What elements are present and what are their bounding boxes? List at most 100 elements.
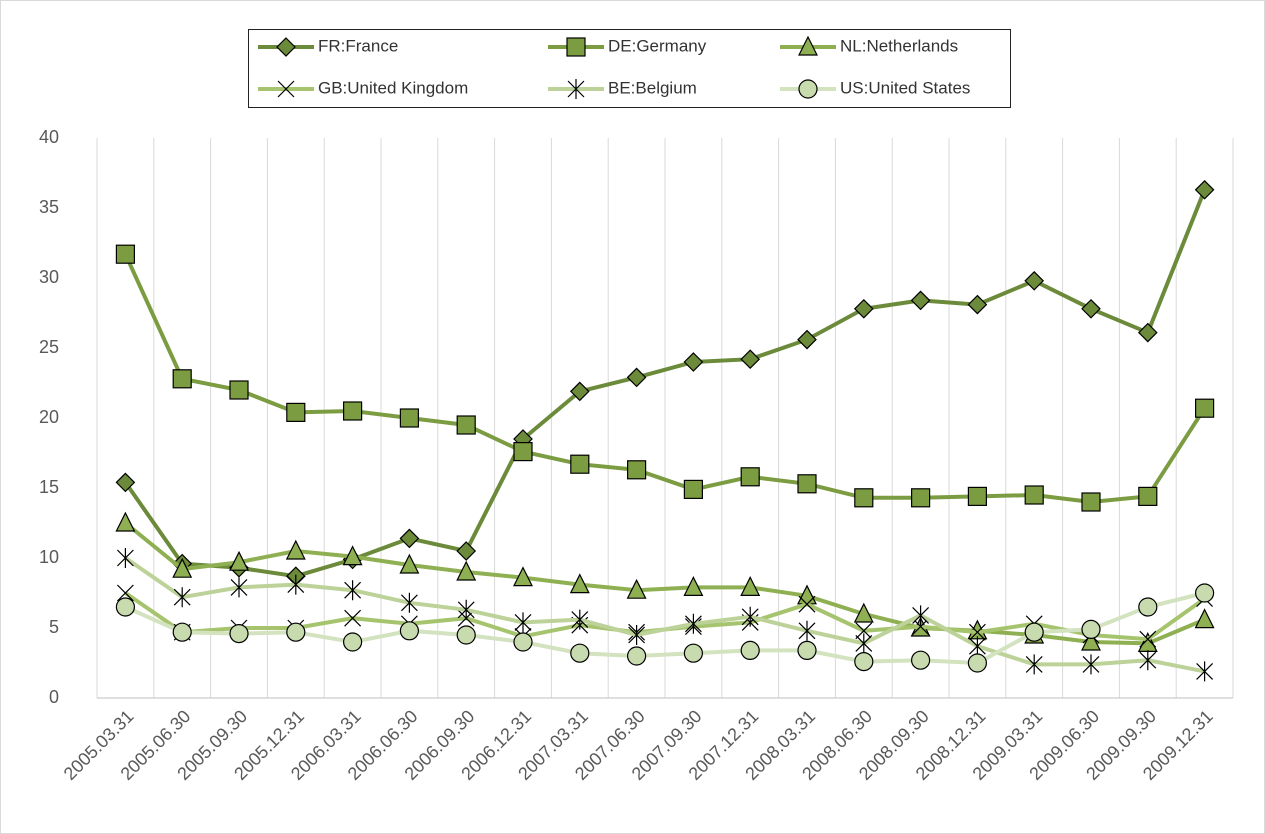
marker — [740, 576, 761, 597]
legend-marker — [277, 80, 295, 98]
marker — [1137, 322, 1158, 343]
marker — [399, 528, 420, 549]
y-tick-label: 10 — [39, 547, 59, 567]
marker — [1025, 654, 1043, 675]
marker — [1024, 270, 1045, 291]
marker — [1024, 485, 1044, 505]
marker — [115, 472, 136, 493]
marker — [797, 474, 817, 494]
marker — [514, 612, 532, 633]
marker — [740, 467, 760, 487]
marker — [797, 640, 817, 661]
marker — [855, 622, 873, 640]
marker — [683, 352, 704, 372]
marker — [910, 290, 931, 311]
legend-label: FR:France — [318, 36, 398, 55]
legend-label: US:United States — [840, 78, 970, 97]
marker — [855, 633, 873, 654]
marker — [683, 643, 704, 663]
marker — [740, 349, 761, 370]
y-tick-label: 25 — [39, 337, 59, 357]
marker — [344, 609, 362, 627]
legend-label: DE:Germany — [608, 36, 707, 55]
marker — [172, 369, 192, 389]
marker — [286, 402, 306, 422]
legend-marker — [566, 37, 586, 57]
line — [124, 521, 1206, 646]
marker — [400, 592, 418, 613]
marker — [740, 640, 760, 661]
marker — [343, 632, 363, 652]
marker — [1139, 630, 1157, 648]
marker — [626, 367, 647, 388]
marker — [798, 595, 816, 613]
marker — [343, 401, 363, 421]
marker — [1081, 298, 1101, 319]
marker — [285, 539, 306, 560]
legend-marker — [567, 79, 585, 99]
y-tick-label: 0 — [49, 687, 59, 707]
y-tick-label: 40 — [39, 127, 59, 147]
marker — [626, 460, 647, 480]
marker — [626, 646, 647, 666]
y-tick-label: 15 — [39, 477, 59, 497]
marker — [344, 580, 362, 601]
marker — [854, 488, 874, 508]
marker — [1194, 608, 1215, 629]
marker — [342, 545, 363, 566]
marker — [229, 623, 249, 644]
marker — [399, 553, 420, 574]
marker — [1081, 630, 1101, 651]
marker — [569, 573, 590, 594]
marker — [569, 381, 590, 402]
marker — [853, 602, 874, 623]
legend-label: NL:Netherlands — [840, 36, 958, 55]
marker — [1024, 622, 1044, 642]
marker — [967, 294, 988, 315]
series — [115, 511, 1215, 653]
marker — [116, 548, 134, 568]
y-tick-label: 5 — [49, 617, 59, 637]
marker — [513, 632, 533, 652]
marker — [1082, 654, 1100, 675]
line — [124, 591, 1206, 666]
marker — [570, 454, 590, 474]
marker — [968, 636, 986, 657]
legend: FR:France DE:Germany NL:Netherlands GB:Unit… — [258, 35, 970, 99]
marker — [910, 488, 931, 508]
marker — [1194, 583, 1215, 603]
marker — [967, 486, 988, 506]
legend-box — [248, 29, 1011, 108]
marker — [1081, 492, 1101, 512]
marker — [854, 651, 874, 672]
marker — [1138, 486, 1158, 506]
marker — [116, 584, 134, 602]
legend-marker — [798, 79, 818, 99]
marker — [457, 599, 475, 620]
marker — [287, 574, 305, 595]
legend-label: GB:United Kingdom — [318, 78, 468, 97]
marker — [286, 622, 306, 642]
marker — [571, 609, 589, 630]
marker — [968, 623, 986, 641]
marker — [741, 606, 759, 627]
marker — [912, 605, 930, 626]
marker — [1081, 619, 1101, 640]
marker — [115, 511, 136, 532]
marker — [628, 625, 646, 645]
legend-label: BE:Belgium — [608, 78, 697, 97]
series — [116, 548, 1214, 682]
marker — [1194, 179, 1215, 200]
marker — [1138, 597, 1158, 617]
series — [115, 244, 1215, 512]
marker — [626, 578, 647, 599]
marker — [513, 442, 533, 462]
marker — [456, 541, 477, 561]
legend-marker — [276, 37, 296, 57]
marker — [684, 613, 702, 634]
marker — [399, 621, 419, 641]
marker — [570, 643, 590, 663]
marker — [115, 597, 136, 617]
